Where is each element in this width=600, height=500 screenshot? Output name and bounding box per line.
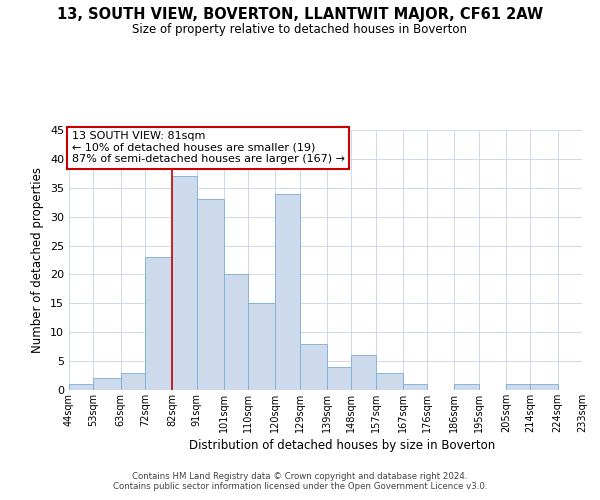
Bar — [94, 378, 121, 390]
Bar — [403, 384, 427, 390]
Bar — [300, 344, 327, 390]
Bar — [145, 257, 172, 390]
Bar — [248, 304, 275, 390]
Text: 13, SOUTH VIEW, BOVERTON, LLANTWIT MAJOR, CF61 2AW: 13, SOUTH VIEW, BOVERTON, LLANTWIT MAJOR… — [57, 8, 543, 22]
Bar — [376, 372, 403, 390]
Bar — [172, 176, 197, 390]
Y-axis label: Number of detached properties: Number of detached properties — [31, 167, 44, 353]
Bar — [275, 194, 300, 390]
Bar — [121, 372, 145, 390]
Text: Contains HM Land Registry data © Crown copyright and database right 2024.: Contains HM Land Registry data © Crown c… — [132, 472, 468, 481]
Text: Contains public sector information licensed under the Open Government Licence v3: Contains public sector information licen… — [113, 482, 487, 491]
Text: Size of property relative to detached houses in Boverton: Size of property relative to detached ho… — [133, 22, 467, 36]
Bar — [197, 200, 224, 390]
Bar — [351, 356, 376, 390]
Bar — [327, 367, 351, 390]
Bar — [506, 384, 530, 390]
Bar — [69, 384, 94, 390]
Bar — [530, 384, 557, 390]
Bar — [454, 384, 479, 390]
Text: 13 SOUTH VIEW: 81sqm
← 10% of detached houses are smaller (19)
87% of semi-detac: 13 SOUTH VIEW: 81sqm ← 10% of detached h… — [71, 132, 344, 164]
Text: Distribution of detached houses by size in Boverton: Distribution of detached houses by size … — [189, 440, 495, 452]
Bar — [224, 274, 248, 390]
